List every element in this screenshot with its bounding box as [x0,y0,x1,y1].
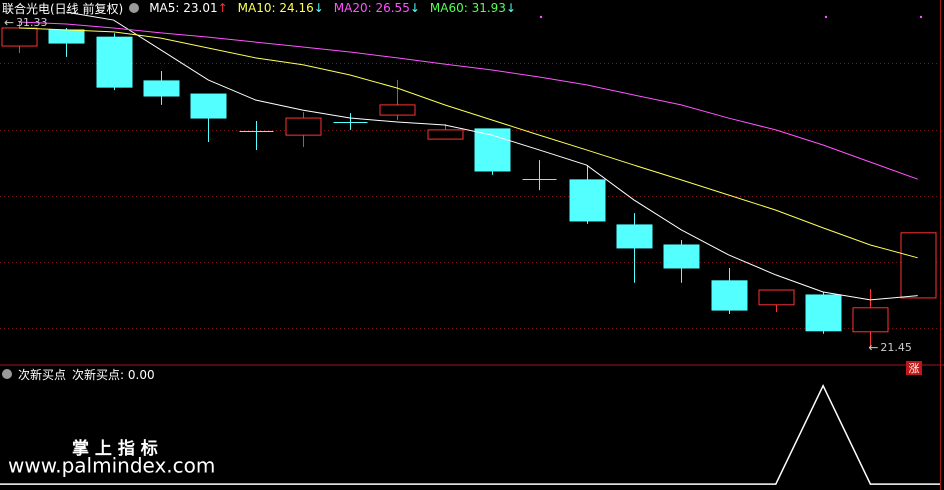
candle-body [474,128,511,172]
candle-body [143,80,180,97]
high-arrow: ← [4,16,14,30]
candle-body [285,117,322,136]
legend-label: MA5: 23.01 [149,1,218,15]
candle-body [190,93,227,119]
indicator-line [0,383,940,485]
badge-box [906,361,922,375]
candle-body [427,129,464,140]
high-label: 31.33 [16,16,48,29]
candle-body [852,307,889,333]
candle-body [1,27,38,47]
low-label: 21.45 [880,341,912,354]
sub-header: 次新买点 次新买点: 0.00 [2,366,155,382]
ma-line [18,27,918,259]
header: 联合光电(日线 前复权) MA5: 23.01↑ MA10: 24.16↓ MA20… [2,0,516,16]
legend-label: MA20: 26.55 [333,1,410,15]
legend-item: MA20: 26.55↓ [334,1,420,15]
sub-title: 次新买点 [18,367,67,382]
candle-body [379,104,416,116]
legend-item: MA5: 23.01↑ [149,1,227,15]
legend-arrow: ↓ [505,1,516,15]
badge: 涨 [909,362,920,375]
watermark-title: 掌 上 指 标 [72,438,158,459]
candle-body [569,179,606,222]
candle-body [805,294,842,332]
legend-label: MA60: 31.93 [429,1,506,15]
legend-label: MA10: 24.16 [237,1,314,15]
low-arrow: ← [868,340,878,354]
candle-body [663,244,700,269]
candle-body [616,224,653,249]
candle-body [96,36,133,88]
candle-body [758,289,795,306]
ma-line [18,21,918,180]
watermark-url: www.palmindex.com [8,454,215,478]
candle-body [900,232,937,299]
sub-legend: 次新买点: 0.00 [72,367,155,382]
marker-dot [824,15,828,19]
title: 联合光电(日线 前复权) [2,1,124,16]
candle-body [48,29,85,44]
menu-icon[interactable] [129,3,140,13]
legend-arrow: ↓ [313,1,324,15]
ma-line [66,11,918,301]
menu-icon[interactable] [2,369,12,379]
legend-item: MA60: 31.93↓ [430,1,516,15]
legend-item: MA10: 24.16↓ [238,1,324,15]
legend-arrow: ↓ [409,1,420,15]
marker-dot [919,15,923,19]
legend-arrow: ↑ [217,1,228,15]
marker-dot [539,15,543,19]
candle-body [711,280,748,311]
